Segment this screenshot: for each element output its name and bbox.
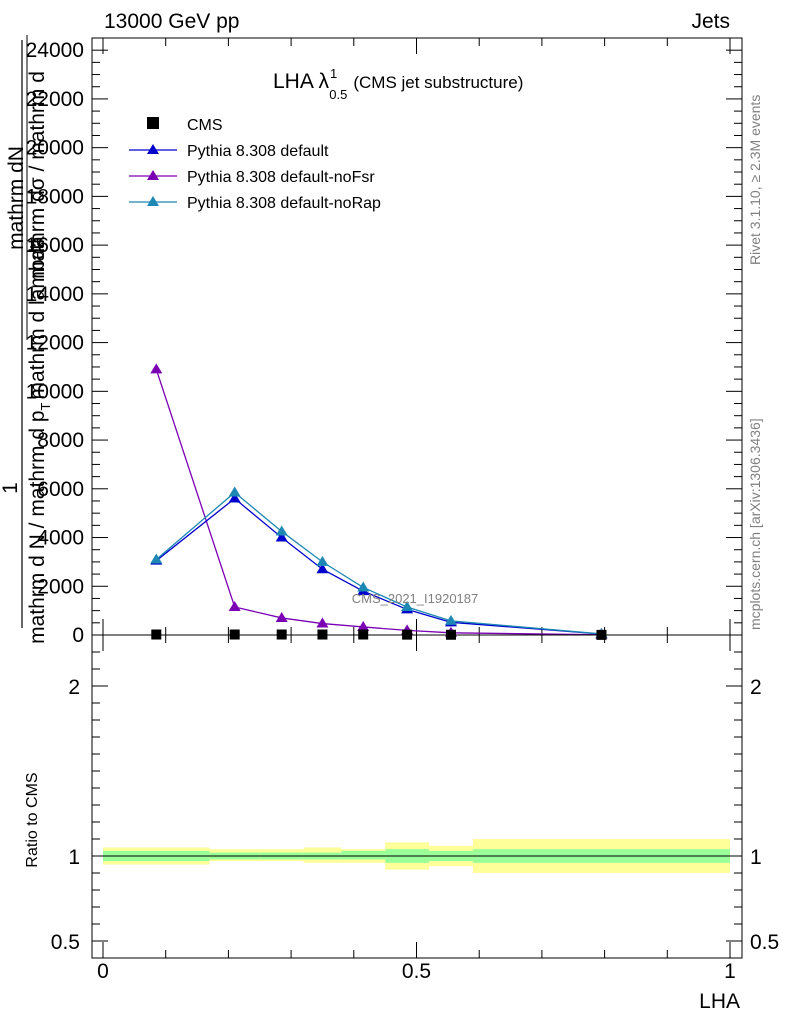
ylabel-denominator: mathrm d N / mathrm d pTmathrm d lambda [26,236,53,644]
title-main: LHA λ [273,70,330,93]
legend-marker-default [147,144,159,154]
ratio-y-tick-label-right: 1 [750,846,762,869]
y-tick-label: 0 [72,624,84,647]
point-default [316,563,329,574]
y-tick-label: 18000 [26,185,84,208]
x-tick-label: 0 [97,960,109,983]
x-axis: 0 0.5 1 [97,635,736,983]
ratio-y-tick-label-left: 0.5 [51,931,80,954]
ratio-plot-frame [91,634,743,959]
ratio-y-tick-label-right: 2 [750,676,762,699]
title-sub: 0.5 [329,87,347,102]
point-norap [444,614,457,625]
source-label: mcplots.cern.ch [arXiv:1306.3436] [747,418,763,630]
series-line-norap [155,491,602,635]
analysis-watermark: CMS_2021_I1920187 [352,591,479,606]
title-suffix: (CMS jet substructure) [353,73,523,92]
y-tick-label: 6000 [37,478,84,501]
rivet-version-label: Rivet 3.1.10, ≥ 2.3M events [747,95,763,265]
title-sup: 1 [330,66,337,81]
y-tick-label: 8000 [37,429,84,452]
point-norap [316,555,329,566]
y-tick-label: 14000 [26,283,84,306]
series-line-nofsr [155,369,602,636]
ratio-band-inner [341,850,386,860]
point-nofsr [228,600,241,611]
legend-label-norap: Pythia 8.308 default-noRap [187,195,381,212]
y-tick-label: 4000 [37,527,84,550]
ratio-y-tick-label-left: 1 [68,846,80,869]
legend-label-default: Pythia 8.308 default [187,143,329,160]
ratio-y-tick-label-left: 2 [68,676,80,699]
y-tick-label: 16000 [26,234,84,257]
y-tick-label: 20000 [26,137,84,160]
y-tick-label: 24000 [26,39,84,62]
header-right: Jets [691,10,730,33]
y-tick-label: 2000 [37,575,84,598]
header-left: 13000 GeV pp [104,10,239,33]
series-line-default [155,497,602,635]
x-axis-label: LHA [699,990,740,1013]
legend: CMS Pythia 8.308 default Pythia 8.308 de… [129,117,381,212]
x-tick-label: 1 [724,960,736,983]
point-norap [401,600,414,611]
ylabel-numerator: mathrm dN [5,146,28,250]
y-tick-label: 22000 [26,88,84,111]
x-tick-label: 0.5 [402,960,431,983]
y-tick-label: 12000 [26,332,84,355]
point-default [275,531,288,542]
ratio-y-axis: 0.5 0.5 1 1 2 2 [51,651,779,954]
point-nofsr [316,617,329,628]
ratio-y-tick-label-right: 0.5 [750,931,779,954]
legend-label-cms: CMS [187,117,223,134]
point-norap [228,486,241,497]
ylabel-factor: 1 [0,482,22,494]
main-y-axis: 0 2000 4000 6000 8000 10000 12000 14000 16000 180… [26,38,742,647]
point-norap [357,581,370,592]
legend-marker-cms [147,117,159,129]
point-default [228,492,241,503]
y-tick-label: 10000 [26,380,84,403]
legend-marker-nofsr [147,170,159,180]
point-nofsr [150,363,163,374]
main-y-axis-label: 1 mathrm dN mathrm d N / mathrm d pTmath… [0,35,53,644]
chart-title: LHA λ1 0.5 (CMS jet substructure) [273,66,523,102]
point-nofsr [357,620,370,631]
point-nofsr [275,611,288,622]
ratio-y-axis-label: Ratio to CMS [24,772,41,867]
legend-marker-norap [147,196,159,206]
point-norap [275,525,288,536]
point-norap [150,553,163,564]
ylabel-extra: mathrm dσ / mathrm d [26,71,49,279]
legend-label-nofsr: Pythia 8.308 default-noFsr [187,169,375,186]
